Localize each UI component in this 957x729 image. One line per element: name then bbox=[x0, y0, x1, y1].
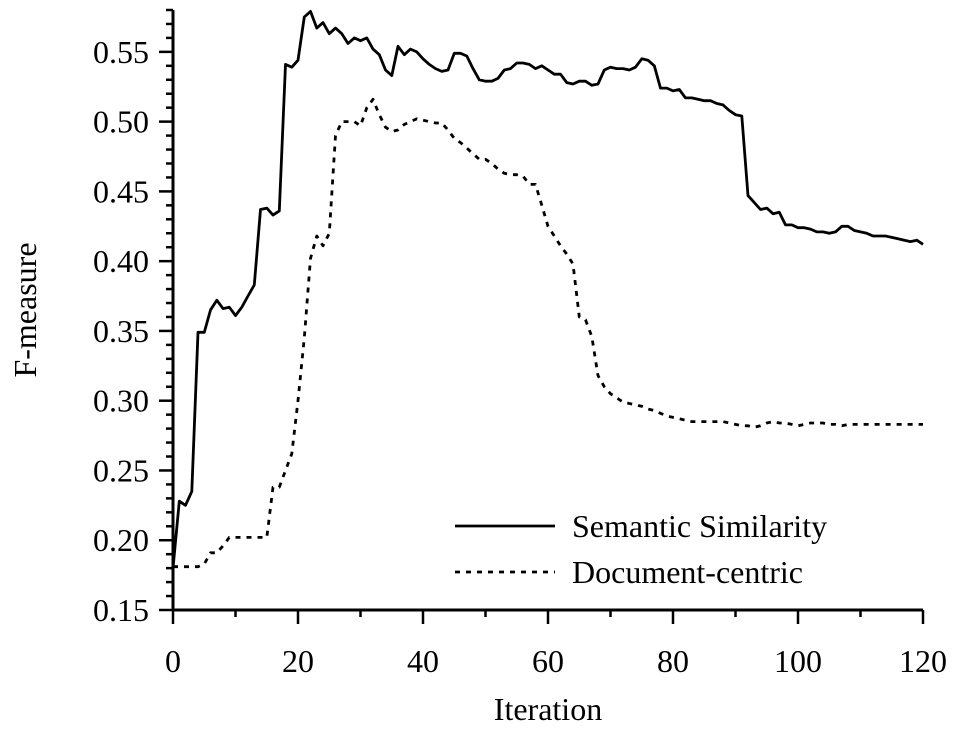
y-tick-label: 0.35 bbox=[93, 313, 149, 349]
y-tick-label: 0.15 bbox=[93, 592, 149, 628]
x-tick-label: 40 bbox=[407, 643, 439, 679]
x-tick-label: 100 bbox=[774, 643, 822, 679]
x-ticks: 0 20 40 60 80 100 120 bbox=[165, 610, 947, 679]
y-tick-label: 0.45 bbox=[93, 173, 149, 209]
x-tick-label: 60 bbox=[532, 643, 564, 679]
y-tick-label: 0.50 bbox=[93, 104, 149, 140]
x-tick-label: 20 bbox=[282, 643, 314, 679]
legend-label-document-centric: Document-centric bbox=[572, 554, 803, 590]
x-tick-label: 80 bbox=[657, 643, 689, 679]
y-tick-label: 0.25 bbox=[93, 452, 149, 488]
y-tick-label: 0.30 bbox=[93, 383, 149, 419]
y-tick-label: 0.20 bbox=[93, 522, 149, 558]
series-group bbox=[171, 9, 924, 569]
y-tick-label: 0.55 bbox=[93, 34, 149, 70]
x-tick-label: 0 bbox=[165, 643, 181, 679]
y-ticks: 0.15 0.20 0.25 0.30 0.35 0.40 0.45 0.50 0.55 bbox=[93, 8, 173, 628]
series-line-semantic-similarity bbox=[171, 9, 924, 569]
x-axis-title: Iteration bbox=[494, 691, 602, 727]
series-line-document-centric bbox=[173, 97, 923, 569]
legend: Semantic Similarity Document-centric bbox=[455, 508, 827, 590]
y-tick-label: 0.40 bbox=[93, 243, 149, 279]
x-tick-label: 120 bbox=[899, 643, 947, 679]
legend-label-semantic-similarity: Semantic Similarity bbox=[572, 508, 827, 544]
y-axis-title: F-measure bbox=[7, 242, 43, 377]
